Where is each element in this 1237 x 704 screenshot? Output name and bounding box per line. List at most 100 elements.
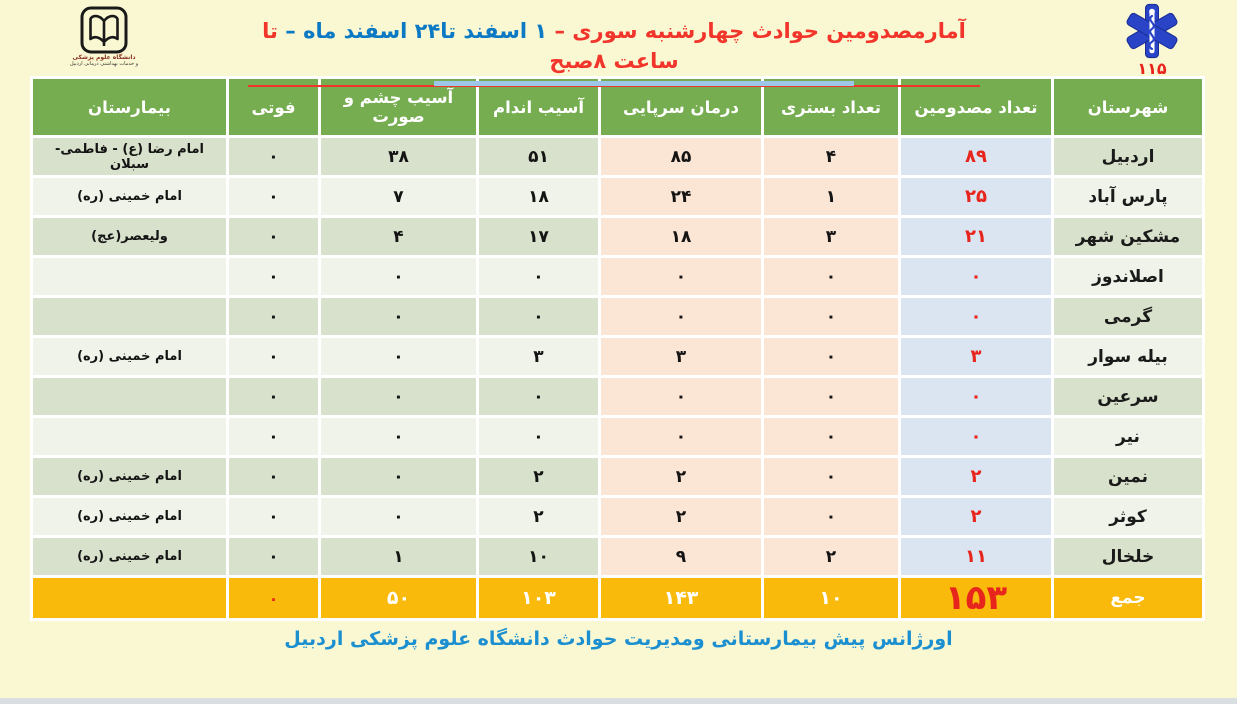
cell-county: اردبیل: [1054, 138, 1202, 175]
table-row: اردبیل ۸۹ ۴ ۸۵ ۵۱ ۳۸ ۰ امام رضا (ع) - فاطمی- سب…: [33, 138, 1202, 175]
cell-outpatient: ۱۸: [601, 218, 761, 255]
cell-county: کوثر: [1054, 498, 1202, 535]
cell-eye-face: ۱: [321, 538, 476, 575]
page-title: آمارمصدومین حوادث چهارشنبه سوری – ۱ اسفن…: [248, 16, 980, 87]
casualty-stats-table: شهرستان تعداد مصدومین تعداد بستری درمان …: [30, 76, 1205, 621]
cell-hospital: [33, 298, 226, 335]
total-eye-face: ۵۰: [321, 578, 476, 618]
cell-injured: ۲۵: [901, 178, 1051, 215]
total-limb: ۱۰۳: [479, 578, 598, 618]
cell-limb: ۱۸: [479, 178, 598, 215]
university-logo: دانشگاه علوم پزشکی و خدمات بهداشتی درمان…: [52, 6, 156, 67]
table-row: اصلاندوز ۰ ۰ ۰ ۰ ۰ ۰: [33, 258, 1202, 295]
cell-deaths: ۰: [229, 138, 318, 175]
cell-hospital: امام رضا (ع) - فاطمی- سبلان: [33, 138, 226, 175]
cell-county: پارس آباد: [1054, 178, 1202, 215]
cell-injured: ۰: [901, 418, 1051, 455]
cell-eye-face: ۳۸: [321, 138, 476, 175]
university-emblem-icon: [80, 6, 128, 54]
cell-deaths: ۰: [229, 538, 318, 575]
title-underline: [434, 81, 854, 86]
cell-eye-face: ۰: [321, 298, 476, 335]
cell-injured: ۲۱: [901, 218, 1051, 255]
cell-injured: ۸۹: [901, 138, 1051, 175]
cell-county: مشکین شهر: [1054, 218, 1202, 255]
cell-limb: ۰: [479, 258, 598, 295]
table-row: خلخال ۱۱ ۲ ۹ ۱۰ ۱ ۰ امام خمینی (ره): [33, 538, 1202, 575]
cell-deaths: ۰: [229, 298, 318, 335]
bottom-strip: [0, 698, 1237, 704]
cell-limb: ۲: [479, 498, 598, 535]
cell-injured: ۳: [901, 338, 1051, 375]
table-row: بیله سوار ۳ ۰ ۳ ۳ ۰ ۰ امام خمینی (ره): [33, 338, 1202, 375]
table-row: سرعین ۰ ۰ ۰ ۰ ۰ ۰: [33, 378, 1202, 415]
cell-eye-face: ۷: [321, 178, 476, 215]
cell-admitted: ۴: [764, 138, 898, 175]
cell-admitted: ۰: [764, 378, 898, 415]
cell-deaths: ۰: [229, 338, 318, 375]
cell-injured: ۱۱: [901, 538, 1051, 575]
col-header-hospital: بیمارستان: [33, 79, 226, 135]
cell-hospital: [33, 378, 226, 415]
cell-deaths: ۰: [229, 498, 318, 535]
cell-hospital: امام خمینی (ره): [33, 538, 226, 575]
cell-admitted: ۰: [764, 258, 898, 295]
cell-county: نمین: [1054, 458, 1202, 495]
cell-eye-face: ۰: [321, 458, 476, 495]
cell-deaths: ۰: [229, 378, 318, 415]
cell-hospital: [33, 258, 226, 295]
cell-hospital: امام خمینی (ره): [33, 498, 226, 535]
cell-deaths: ۰: [229, 258, 318, 295]
cell-injured: ۰: [901, 378, 1051, 415]
cell-limb: ۵۱: [479, 138, 598, 175]
cell-outpatient: ۹: [601, 538, 761, 575]
cell-injured: ۲: [901, 458, 1051, 495]
emergency-115-logo: ۱۱۵: [1096, 3, 1208, 77]
cell-admitted: ۰: [764, 338, 898, 375]
university-caption-2: و خدمات بهداشتی درمانی اردبیل: [69, 61, 139, 67]
table-body: اردبیل ۸۹ ۴ ۸۵ ۵۱ ۳۸ ۰ امام رضا (ع) - فاطمی- سب…: [33, 138, 1202, 575]
cell-limb: ۰: [479, 418, 598, 455]
footer-caption: اورژانس پیش بیمارستانی ومدیریت حوادث دان…: [284, 628, 953, 650]
cell-outpatient: ۲۴: [601, 178, 761, 215]
cell-limb: ۱۰: [479, 538, 598, 575]
cell-eye-face: ۴: [321, 218, 476, 255]
total-label: جمع: [1054, 578, 1202, 618]
cell-outpatient: ۲: [601, 498, 761, 535]
table-row: نمین ۲ ۰ ۲ ۲ ۰ ۰ امام خمینی (ره): [33, 458, 1202, 495]
table-row: کوثر ۲ ۰ ۲ ۲ ۰ ۰ امام خمینی (ره): [33, 498, 1202, 535]
cell-county: گرمی: [1054, 298, 1202, 335]
cell-county: سرعین: [1054, 378, 1202, 415]
cell-outpatient: ۸۵: [601, 138, 761, 175]
cell-outpatient: ۰: [601, 378, 761, 415]
cell-outpatient: ۰: [601, 418, 761, 455]
cell-admitted: ۱: [764, 178, 898, 215]
total-injured: ۱۵۳: [901, 578, 1051, 618]
col-header-outpatient: درمان سرپایی: [601, 79, 761, 135]
cell-hospital: ولیعصر(عج): [33, 218, 226, 255]
total-outpatient: ۱۴۳: [601, 578, 761, 618]
cell-admitted: ۳: [764, 218, 898, 255]
cell-eye-face: ۰: [321, 498, 476, 535]
cell-deaths: ۰: [229, 458, 318, 495]
star-of-life-icon: [1126, 3, 1178, 59]
cell-admitted: ۰: [764, 498, 898, 535]
cell-limb: ۳: [479, 338, 598, 375]
cell-hospital: امام خمینی (ره): [33, 178, 226, 215]
page-header: دانشگاه علوم پزشکی و خدمات بهداشتی درمان…: [0, 0, 1237, 87]
cell-admitted: ۰: [764, 298, 898, 335]
total-admitted: ۱۰: [764, 578, 898, 618]
table-row: مشکین شهر ۲۱ ۳ ۱۸ ۱۷ ۴ ۰ ولیعصر(عج): [33, 218, 1202, 255]
cell-deaths: ۰: [229, 178, 318, 215]
cell-eye-face: ۰: [321, 258, 476, 295]
table-row: گرمی ۰ ۰ ۰ ۰ ۰ ۰: [33, 298, 1202, 335]
cell-admitted: ۰: [764, 418, 898, 455]
col-header-admitted: تعداد بستری: [764, 79, 898, 135]
cell-injured: ۲: [901, 498, 1051, 535]
title-segment-blue: ۱ اسفند تا۲۴ اسفند ماه –: [285, 19, 548, 43]
cell-hospital: [33, 418, 226, 455]
cell-eye-face: ۰: [321, 418, 476, 455]
cell-limb: ۰: [479, 298, 598, 335]
cell-outpatient: ۳: [601, 338, 761, 375]
table-row: پارس آباد ۲۵ ۱ ۲۴ ۱۸ ۷ ۰ امام خمینی (ره): [33, 178, 1202, 215]
